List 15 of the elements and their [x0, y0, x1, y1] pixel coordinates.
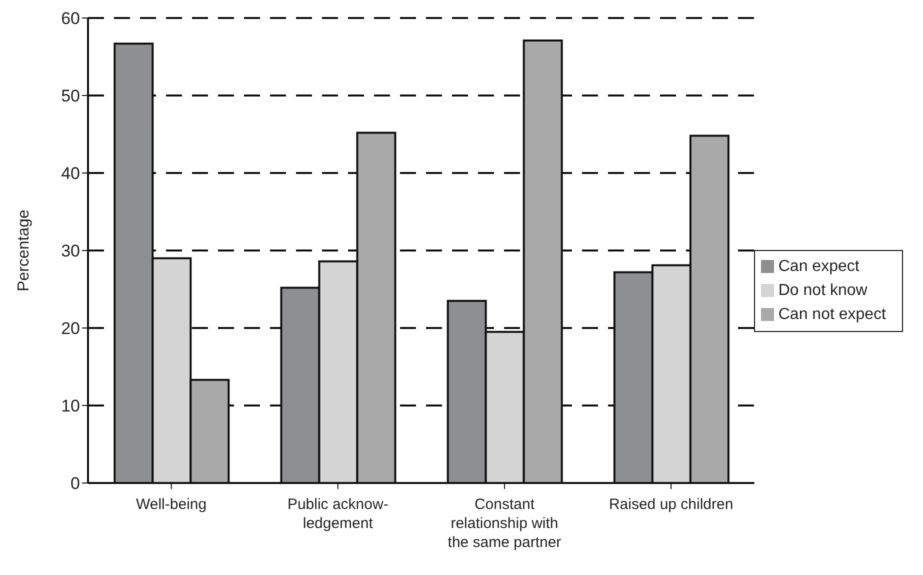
x-tick-label: Well-being	[136, 496, 207, 513]
y-tick-label: 0	[70, 474, 80, 494]
legend-label: Can not expect	[778, 306, 886, 322]
y-tick-label: 40	[61, 164, 80, 184]
y-tick-label: 30	[61, 242, 80, 261]
legend-label: Can expect	[778, 258, 860, 274]
x-tick-label: Public acknow-ledgement	[287, 496, 388, 532]
x-tick-label: Raised up children	[608, 496, 734, 513]
y-axis-title: Percentage	[16, 209, 33, 292]
y-tick-label: 60	[61, 9, 80, 28]
y-tick-label: 50	[61, 86, 80, 106]
y-tick-label: 20	[61, 319, 80, 338]
y-tick-label: 10	[61, 396, 80, 416]
x-tick-label: Constant relationship with the same partner	[448, 496, 562, 551]
legend-label: Do not know	[778, 282, 868, 298]
